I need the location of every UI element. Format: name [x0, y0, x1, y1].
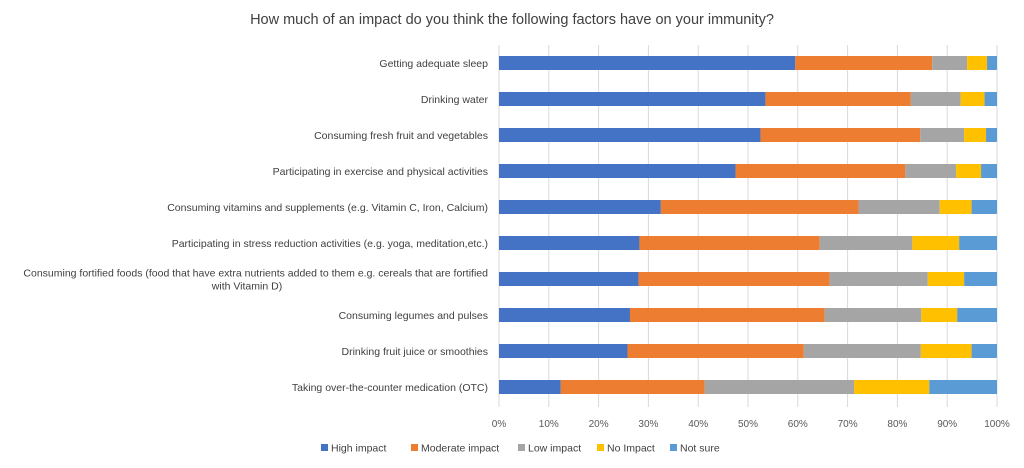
legend-swatch [321, 444, 328, 451]
bar-segment [921, 308, 958, 322]
legend-label: Moderate impact [421, 443, 499, 455]
bar-segment [986, 128, 997, 142]
x-tick-label: 20% [589, 419, 609, 430]
bar-segment [499, 128, 761, 142]
category-label: Drinking water [421, 94, 489, 106]
bar-segment [499, 380, 561, 394]
bar-segment [499, 236, 640, 250]
category-label: Drinking fruit juice or smoothies [342, 346, 488, 358]
bar-segment [639, 236, 820, 250]
bar-segment [638, 272, 830, 286]
legend-label: No Impact [607, 443, 655, 455]
bar-segment [932, 56, 968, 70]
bar-segment [795, 56, 933, 70]
bars [499, 56, 997, 394]
bar-segment [959, 236, 997, 250]
bar-segment [765, 92, 911, 106]
bar-segment [704, 380, 855, 394]
bar-segment [957, 308, 997, 322]
bar-segment [499, 308, 630, 322]
bar-segment [929, 380, 997, 394]
bar-segment [920, 344, 972, 358]
category-label: Consuming fresh fruit and vegetables [314, 130, 488, 142]
bar-segment [499, 344, 628, 358]
bar-segment [819, 236, 913, 250]
bar-segment [960, 92, 985, 106]
category-label: with Vitamin D) [211, 281, 282, 293]
bar-segment [964, 128, 987, 142]
x-tick-label: 0% [492, 419, 507, 430]
x-tick-label: 40% [688, 419, 708, 430]
bar-segment [971, 344, 997, 358]
category-label: Consuming vitamins and supplements (e.g.… [167, 202, 488, 214]
category-label: Participating in stress reduction activi… [172, 238, 488, 250]
bar-segment [912, 236, 960, 250]
bar-segment [499, 272, 639, 286]
category-label: Consuming legumes and pulses [339, 310, 488, 322]
category-label: Participating in exercise and physical a… [273, 166, 488, 178]
bar-segment [499, 200, 661, 214]
bar-segment [499, 56, 796, 70]
category-labels: Getting adequate sleep Drinking water Cons… [23, 58, 488, 394]
x-tick-label: 90% [937, 419, 957, 430]
category-label: Getting adequate sleep [379, 58, 488, 70]
chart-title: How much of an impact do you think the f… [250, 12, 774, 28]
bar-segment [964, 272, 997, 286]
legend-label: High impact [331, 443, 387, 455]
bar-segment [760, 128, 921, 142]
bar-segment [829, 272, 928, 286]
bar-segment [629, 308, 825, 322]
bar-segment [927, 272, 965, 286]
bar-segment [967, 56, 988, 70]
x-tick-label: 70% [838, 419, 858, 430]
x-axis-tick-labels: 0% 10% 20% 30% 40% 50% 60% 70% 80% 90% 100% [492, 419, 1010, 430]
bar-segment [939, 200, 972, 214]
bar-segment [499, 92, 766, 106]
bar-segment [824, 308, 922, 322]
bar-segment [905, 164, 957, 178]
x-tick-label: 30% [638, 419, 658, 430]
bar-segment [560, 380, 705, 394]
legend-label: Not sure [680, 443, 720, 455]
legend-swatch [518, 444, 525, 451]
bar-segment [987, 56, 997, 70]
bar-segment [858, 200, 940, 214]
legend-swatch [411, 444, 418, 451]
bar-segment [660, 200, 859, 214]
category-label: Consuming fortified foods (food that hav… [23, 268, 488, 280]
x-tick-label: 80% [887, 419, 907, 430]
x-tick-label: 60% [788, 419, 808, 430]
bar-segment [854, 380, 930, 394]
legend: High impact Moderate impact Low impact No I… [321, 443, 720, 455]
legend-label: Low impact [528, 443, 581, 455]
category-label: Taking over-the-counter medication (OTC) [292, 382, 488, 394]
bar-segment [627, 344, 804, 358]
bar-segment [971, 200, 997, 214]
bar-segment [981, 164, 997, 178]
x-tick-label: 100% [984, 419, 1010, 430]
bar-segment [910, 92, 961, 106]
bar-segment [803, 344, 921, 358]
x-tick-label: 50% [738, 419, 758, 430]
bar-segment [956, 164, 982, 178]
bar-segment [920, 128, 965, 142]
legend-swatch [597, 444, 604, 451]
bar-segment [735, 164, 906, 178]
bar-segment [984, 92, 997, 106]
x-tick-label: 10% [539, 419, 559, 430]
bar-segment [499, 164, 736, 178]
legend-swatch [670, 444, 677, 451]
